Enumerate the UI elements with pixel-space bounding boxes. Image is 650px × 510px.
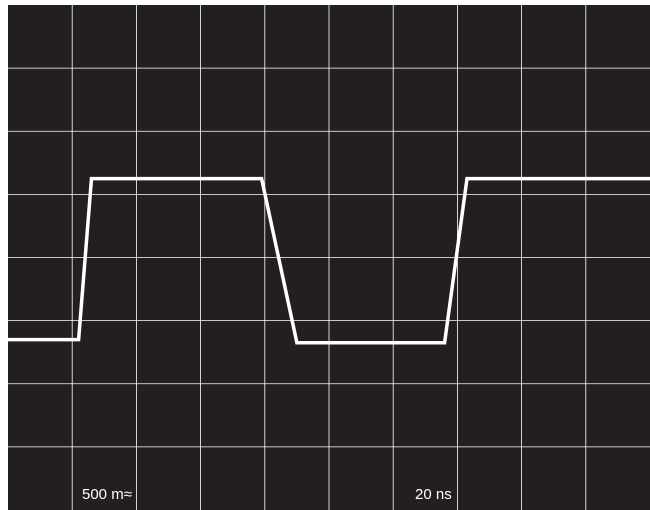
coupling-symbol: ≈ [124, 486, 132, 503]
graticule [8, 5, 650, 510]
signal-trace [8, 176, 650, 345]
volts-per-div-readout: 500 m≈ [82, 486, 132, 503]
time-per-div-readout: 20 ns [415, 486, 452, 503]
